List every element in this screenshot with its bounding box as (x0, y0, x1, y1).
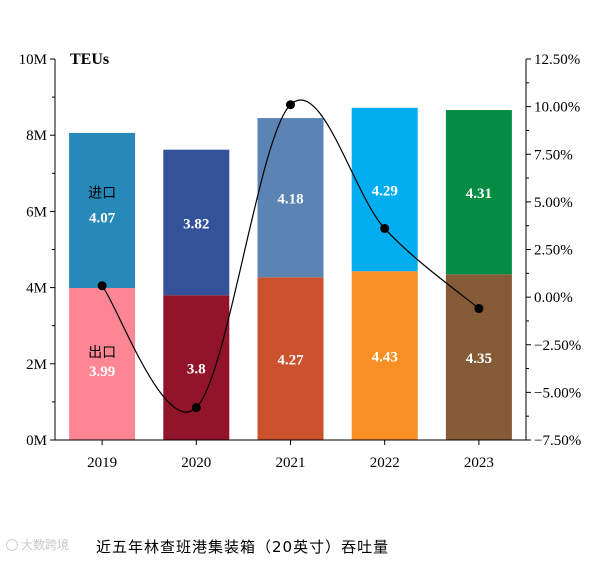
y-right-tick-label: 2.50% (534, 243, 573, 259)
x-tick-label-2023: 2023 (464, 455, 494, 471)
y-right-tick-label: 10.00% (534, 100, 580, 116)
bar-2020-import (163, 149, 230, 296)
data-label-2019-import: 4.07 (89, 210, 116, 226)
growth-line-layer (97, 99, 484, 413)
data-label-2022-import: 4.29 (372, 183, 398, 199)
data-label-2023-import: 4.31 (466, 186, 492, 202)
caption: 大数跨境 近五年林查班港集装箱（20英寸）吞吐量 (0, 532, 611, 562)
growth-point-2019 (97, 281, 107, 291)
y-right-tick-label: 7.50% (534, 147, 573, 163)
y-left-tick-label: 4M (26, 281, 47, 297)
chart: 0M 2M 4M 6M 8M 10M −7.50% −5.00% −2.50% 0.00% 2.50… (19, 51, 582, 471)
watermark-logo-icon (6, 538, 18, 551)
data-label-2020-import: 3.82 (183, 216, 209, 232)
bars-layer (69, 107, 512, 440)
x-tick-label-2019: 2019 (87, 455, 117, 471)
x-tick-label-2021: 2021 (276, 455, 306, 471)
y-left-tick-label: 2M (26, 357, 47, 373)
data-label-2020-export: 3.8 (187, 362, 206, 378)
data-label-2021-import: 4.18 (277, 192, 303, 208)
data-label-2022-export: 4.43 (372, 350, 398, 366)
watermark: 大数跨境 (6, 536, 69, 553)
watermark-text: 大数跨境 (21, 538, 70, 552)
y-right-tick-label: 12.50% (534, 52, 580, 68)
growth-line (101, 99, 480, 413)
y-right-tick-label: 0.00% (534, 290, 573, 306)
data-label-2019-export: 3.99 (89, 364, 115, 380)
growth-point-2021 (286, 100, 295, 110)
y-left-tick-label: 0M (26, 433, 47, 449)
annotation-import: 进口 (88, 185, 116, 201)
x-tick-label-2022: 2022 (370, 455, 400, 471)
bar-2020-export (163, 295, 230, 440)
y-left-tick-label: 8M (26, 128, 47, 144)
bar-2022-import (351, 107, 418, 272)
x-tick-label-2020: 2020 (181, 455, 211, 471)
growth-point-2020 (191, 403, 201, 413)
y-right-tick-label: −5.00% (534, 385, 581, 401)
data-label-2023-export: 4.35 (466, 351, 492, 367)
labels-layer: 3.99 4.07 3.8 3.82 4.27 4.18 4.43 4.29 4.35 4.31 进… (88, 183, 492, 379)
growth-point-2023 (474, 304, 484, 314)
y-left-tick-label: 6M (26, 204, 47, 220)
y-right-tick-label: −2.50% (534, 338, 581, 354)
caption-text: 近五年林查班港集装箱（20英寸）吞吐量 (96, 538, 390, 556)
bar-2023-export (445, 274, 512, 440)
y-left-tick-label: 10M (19, 52, 47, 68)
unit-label: TEUs (70, 51, 109, 68)
growth-point-2022 (380, 224, 390, 234)
annotation-export: 出口 (88, 345, 116, 361)
y-right-tick-label: 5.00% (534, 195, 573, 211)
data-label-2021-export: 4.27 (277, 353, 304, 369)
y-right-tick-label: −7.50% (534, 433, 581, 449)
bar-2023-import (445, 110, 512, 275)
bar-2021-export (257, 277, 324, 440)
axes-layer: 0M 2M 4M 6M 8M 10M −7.50% −5.00% −2.50% 0.00% 2.50… (19, 52, 582, 471)
bar-2019-import (69, 132, 136, 288)
bar-2021-import (257, 118, 324, 278)
bar-2019-export (69, 287, 136, 440)
bar-2022-export (351, 271, 418, 440)
